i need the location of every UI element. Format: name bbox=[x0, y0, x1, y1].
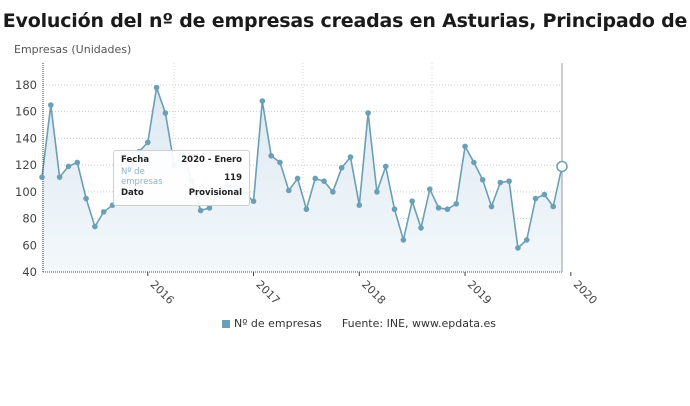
data-point[interactable] bbox=[144, 139, 151, 146]
data-point[interactable] bbox=[303, 206, 310, 213]
y-axis-label: Empresas (Unidades) bbox=[14, 43, 132, 56]
data-point[interactable] bbox=[312, 175, 319, 182]
svg-text:2017: 2017 bbox=[253, 278, 282, 307]
x-axis-ticks: 2016 2017 2018 2019 2020 bbox=[147, 272, 600, 307]
data-point[interactable] bbox=[250, 198, 257, 204]
data-point[interactable] bbox=[435, 205, 442, 211]
data-point[interactable] bbox=[65, 163, 72, 170]
data-point[interactable] bbox=[400, 237, 407, 243]
source-note: Fuente: INE, www.epdata.es bbox=[341, 317, 497, 330]
data-point[interactable] bbox=[532, 195, 539, 202]
svg-text:2020: 2020 bbox=[571, 278, 600, 307]
data-point[interactable] bbox=[268, 152, 274, 159]
data-point[interactable] bbox=[330, 189, 336, 195]
svg-text:120: 120 bbox=[15, 158, 37, 172]
chart-title: Evolución del nº de empresas creadas en … bbox=[2, 10, 688, 32]
data-point[interactable] bbox=[418, 225, 424, 231]
tooltip: Fecha 2020 - Enero Nº de empresas 119 Da… bbox=[113, 150, 250, 206]
data-point[interactable] bbox=[426, 186, 433, 192]
data-point[interactable] bbox=[471, 159, 477, 166]
data-point[interactable] bbox=[550, 203, 556, 210]
data-point[interactable] bbox=[541, 191, 548, 198]
data-point[interactable] bbox=[462, 143, 468, 150]
data-point[interactable] bbox=[409, 198, 415, 204]
data-point[interactable] bbox=[488, 203, 495, 210]
data-point[interactable] bbox=[83, 195, 89, 202]
data-point[interactable] bbox=[523, 237, 530, 243]
y-axis-ticks: 40 60 80 100 120 140 160 180 bbox=[15, 78, 37, 279]
tooltip-dato-label: Dato bbox=[121, 188, 144, 198]
data-point[interactable] bbox=[56, 174, 63, 180]
data-point[interactable] bbox=[259, 98, 266, 104]
tooltip-dato-value: Provisional bbox=[188, 188, 242, 198]
data-point[interactable] bbox=[338, 164, 345, 171]
legend: Nº de empresas Fuente: INE, www.epdata.e… bbox=[222, 317, 496, 330]
data-point[interactable] bbox=[347, 154, 354, 160]
data-point[interactable] bbox=[515, 245, 521, 251]
data-point[interactable] bbox=[356, 202, 363, 208]
data-point[interactable] bbox=[92, 223, 98, 230]
svg-text:100: 100 bbox=[15, 185, 37, 199]
data-point[interactable] bbox=[506, 178, 512, 184]
data-point[interactable] bbox=[321, 178, 327, 184]
legend-series-label[interactable]: Nº de empresas bbox=[234, 317, 322, 330]
data-point[interactable] bbox=[197, 207, 204, 214]
data-point[interactable] bbox=[391, 206, 398, 213]
data-point[interactable] bbox=[153, 84, 160, 91]
svg-text:140: 140 bbox=[15, 131, 37, 145]
highlighted-point[interactable] bbox=[556, 160, 568, 173]
data-point[interactable] bbox=[39, 174, 45, 180]
tooltip-fecha-label: Fecha bbox=[121, 155, 150, 165]
tooltip-fecha-value: 2020 - Enero bbox=[181, 155, 242, 165]
data-point[interactable] bbox=[74, 159, 81, 166]
data-point[interactable] bbox=[48, 102, 54, 108]
data-point[interactable] bbox=[206, 205, 213, 211]
data-point[interactable] bbox=[374, 189, 380, 195]
tooltip-metric-value: 119 bbox=[224, 173, 242, 183]
data-point[interactable] bbox=[497, 179, 504, 186]
svg-text:2018: 2018 bbox=[359, 278, 388, 307]
data-point[interactable] bbox=[162, 110, 169, 116]
svg-text:160: 160 bbox=[15, 105, 37, 119]
data-point[interactable] bbox=[382, 163, 389, 170]
data-point[interactable] bbox=[479, 177, 486, 183]
svg-text:180: 180 bbox=[15, 78, 37, 92]
svg-text:40: 40 bbox=[22, 265, 37, 279]
area-fill bbox=[42, 87, 562, 272]
data-point[interactable] bbox=[285, 187, 292, 194]
tooltip-metric-label: Nº de empresas bbox=[121, 167, 163, 187]
svg-text:2016: 2016 bbox=[148, 278, 177, 307]
svg-text:80: 80 bbox=[22, 212, 37, 226]
data-point[interactable] bbox=[365, 110, 371, 116]
data-point[interactable] bbox=[444, 206, 451, 213]
data-point[interactable] bbox=[100, 209, 107, 215]
data-point[interactable] bbox=[453, 201, 460, 207]
svg-text:60: 60 bbox=[22, 238, 37, 252]
data-point[interactable] bbox=[294, 175, 301, 182]
data-point[interactable] bbox=[277, 159, 283, 166]
svg-text:2019: 2019 bbox=[465, 278, 494, 307]
legend-swatch-icon bbox=[222, 319, 230, 328]
